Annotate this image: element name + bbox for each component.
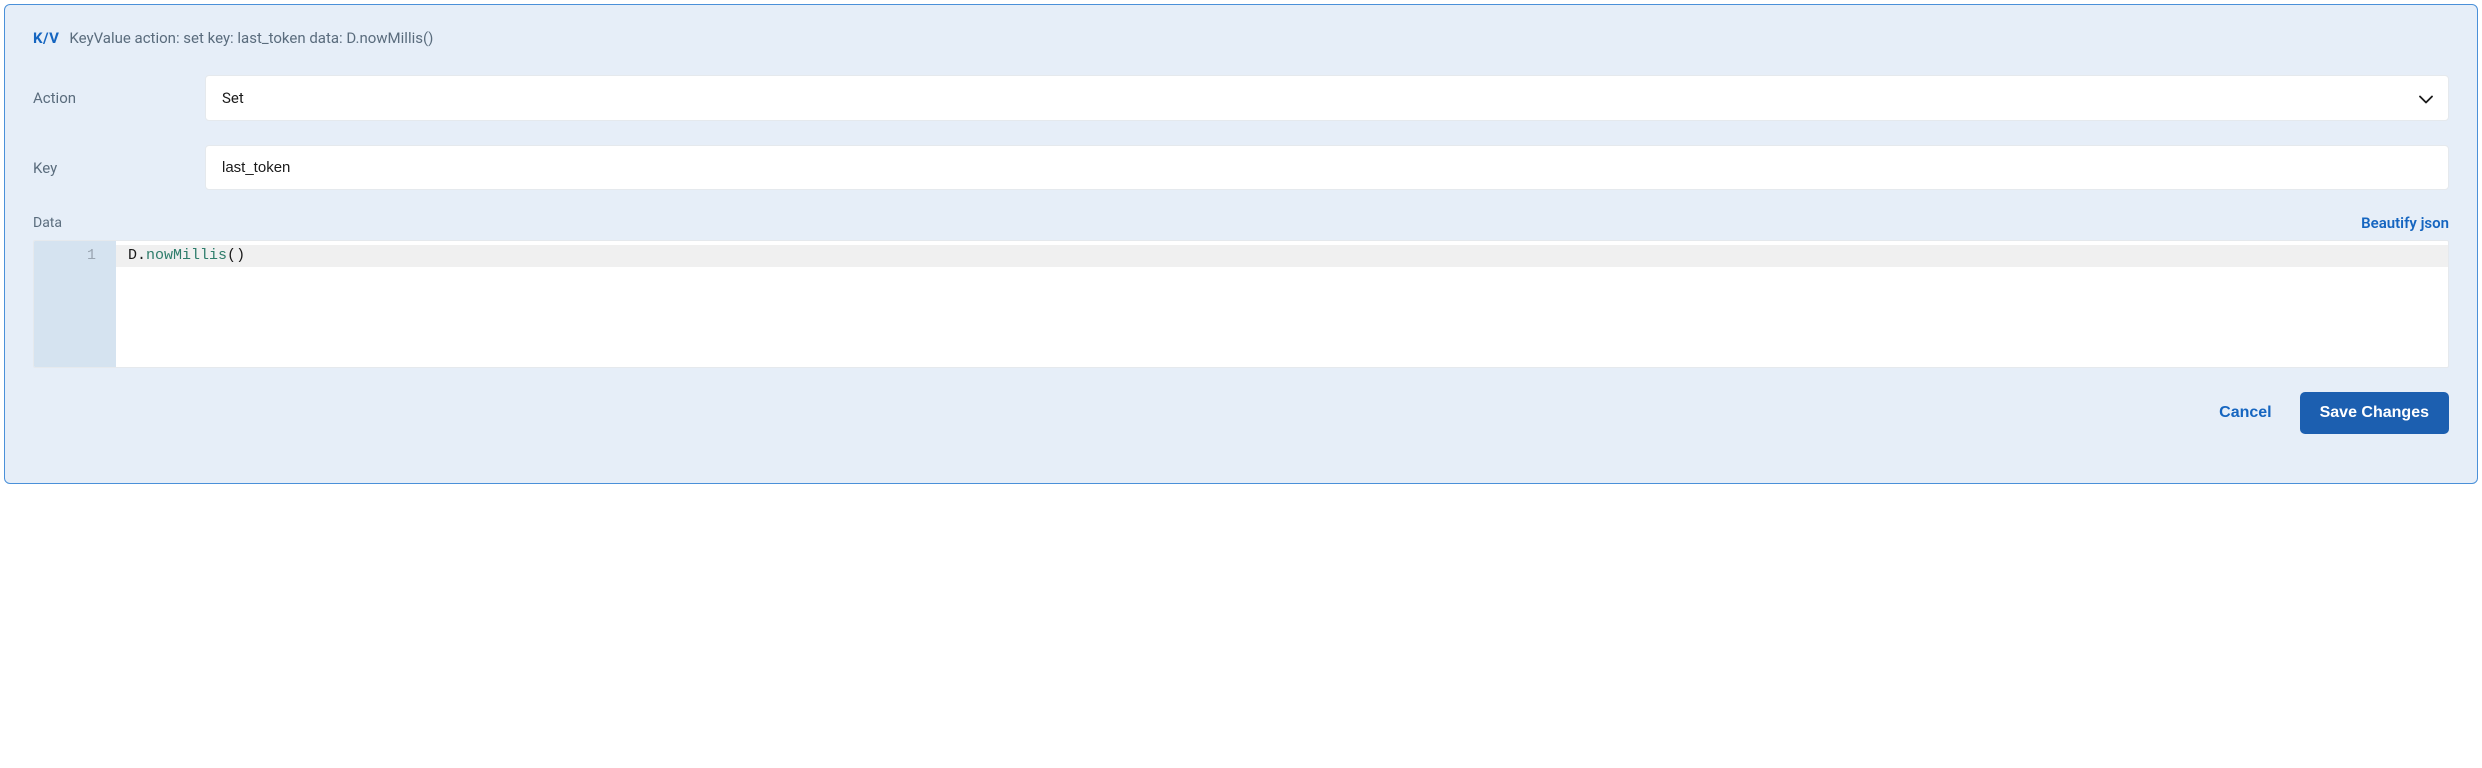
header-description: KeyValue action: set key: last_token dat…: [69, 29, 433, 47]
footer-actions: Cancel Save Changes: [33, 392, 2449, 434]
key-input[interactable]: [205, 145, 2449, 190]
code-token-var: D: [128, 247, 137, 264]
beautify-json-link[interactable]: Beautify json: [2361, 214, 2449, 232]
data-label: Data: [33, 215, 62, 231]
data-header-row: Data Beautify json: [33, 214, 2449, 232]
code-token-paren-close: ): [236, 247, 245, 264]
editor-gutter: 1: [34, 241, 116, 367]
key-row: Key: [33, 145, 2449, 190]
cancel-button[interactable]: Cancel: [2219, 404, 2271, 422]
action-select[interactable]: Set: [205, 75, 2449, 121]
editor-content[interactable]: D.nowMillis(): [116, 241, 2448, 367]
code-token-paren-open: (: [227, 247, 236, 264]
data-code-editor[interactable]: 1 D.nowMillis(): [33, 240, 2449, 368]
code-token-func: nowMillis: [146, 247, 227, 264]
key-label: Key: [33, 159, 205, 177]
kv-config-panel: K/V KeyValue action: set key: last_token…: [4, 4, 2478, 484]
line-number: 1: [34, 245, 96, 267]
save-button[interactable]: Save Changes: [2300, 392, 2449, 434]
panel-header: K/V KeyValue action: set key: last_token…: [33, 29, 2449, 47]
kv-badge: K/V: [33, 29, 59, 47]
action-select-wrapper[interactable]: Set: [205, 75, 2449, 121]
code-line-1[interactable]: D.nowMillis(): [116, 245, 2448, 267]
action-label: Action: [33, 89, 205, 107]
action-row: Action Set: [33, 75, 2449, 121]
code-token-dot: .: [137, 247, 146, 264]
